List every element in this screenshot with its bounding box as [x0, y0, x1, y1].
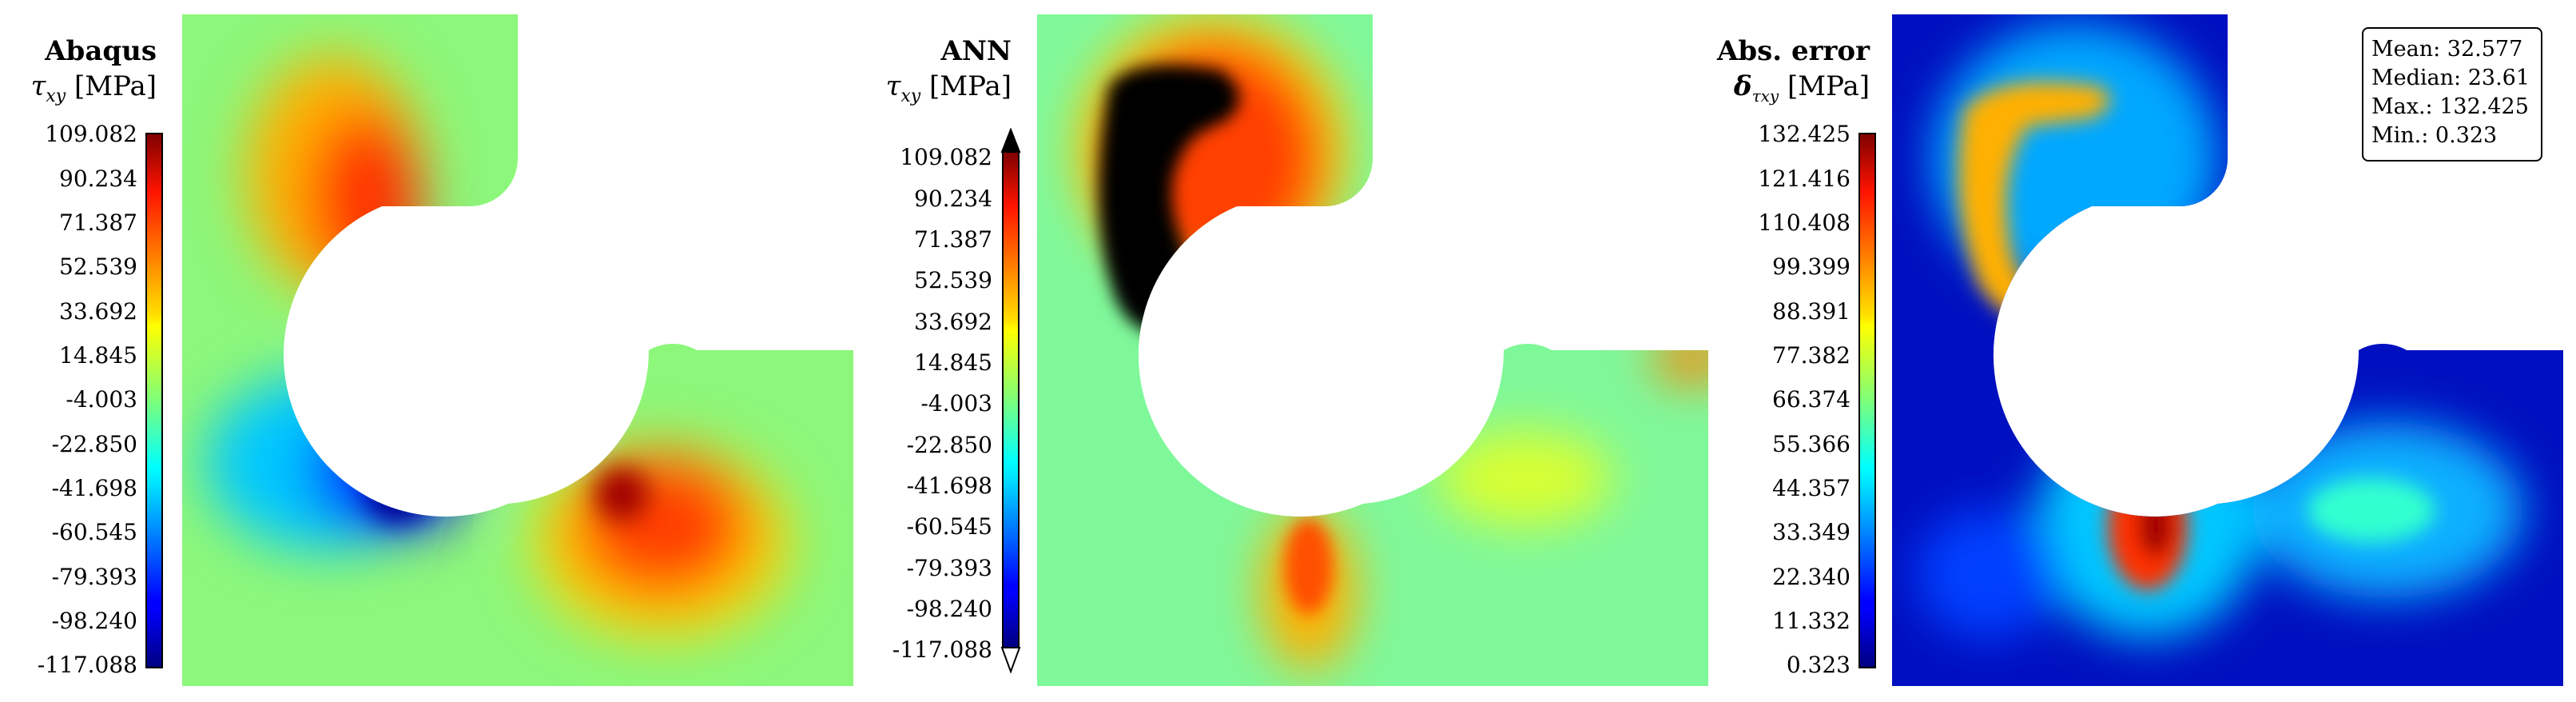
ann-title-block: ANN τxy [MPa]	[855, 34, 1012, 114]
colorbar-tick: 110.408	[1758, 209, 1851, 236]
colorbar-tick: -98.240	[51, 608, 137, 634]
delta-symbol: δ	[1733, 70, 1752, 102]
colorbar-tick: 33.692	[59, 298, 137, 325]
colorbar-tick: -41.698	[51, 475, 137, 501]
colorbar-tick: 33.692	[914, 309, 992, 335]
ann-stress-field	[1037, 14, 1708, 686]
colorbar-tick: 77.382	[1772, 342, 1851, 369]
panel-abs-error: Abs. error δτxy [MPa] 132.425 121.416 11…	[1713, 0, 2576, 702]
stat-max: Max.: 132.425	[2371, 94, 2529, 119]
colorbar-tick: -41.698	[906, 473, 992, 499]
colorbar-tick: 132.425	[1758, 121, 1851, 147]
abaqus-title-block: Abaqus τxy [MPa]	[0, 34, 157, 114]
abaqus-title: Abaqus	[45, 35, 157, 67]
colorbar-tick: -79.393	[51, 564, 137, 590]
colorbar-tick: 52.539	[59, 253, 137, 280]
colorbar-tick: 11.332	[1772, 608, 1851, 634]
colorbar-tick: 52.539	[914, 267, 992, 293]
abaqus-stress-field	[182, 14, 853, 686]
colorbar-tick: 22.340	[1772, 564, 1851, 590]
unit-label: [MPa]	[929, 70, 1012, 102]
colorbar-tick: -22.850	[51, 431, 137, 457]
colorbar-tick: -98.240	[906, 596, 992, 622]
colorbar-tick: 33.349	[1772, 519, 1851, 545]
tau-subscript: xy	[900, 86, 921, 106]
colorbar-tick: -79.393	[906, 555, 992, 581]
unit-label: [MPa]	[74, 70, 157, 102]
panel-ann: ANN τxy [MPa] 109.082 90.234 71.387 52.5…	[855, 0, 1718, 702]
err-colorbar	[1858, 133, 1876, 668]
colorbar-tick: -117.088	[892, 636, 992, 663]
colorbar-tick: 44.357	[1772, 475, 1851, 501]
colorbar-tick: 121.416	[1758, 166, 1851, 192]
colorbar-tick: 109.082	[900, 144, 992, 170]
colorbar-tick: 99.399	[1772, 253, 1851, 280]
err-title-block: Abs. error δτxy [MPa]	[1713, 34, 1870, 114]
colorbar-tick: -117.088	[37, 652, 137, 678]
unit-label: [MPa]	[1787, 70, 1870, 102]
colorbar-tick: -60.545	[906, 513, 992, 540]
tau-subscript: xy	[1760, 86, 1779, 106]
colorbar-tick: 71.387	[59, 209, 137, 236]
colorbar-tick: -4.003	[920, 390, 992, 417]
tau-subscript: xy	[46, 86, 66, 106]
tau-symbol: τ	[1751, 86, 1761, 106]
colorbar-tick: 14.845	[59, 342, 137, 369]
tau-symbol: τ	[885, 70, 901, 102]
colorbar-tick: 71.387	[914, 226, 992, 253]
colorbar-tick: 14.845	[914, 349, 992, 376]
colorbar-tick: 90.234	[59, 166, 137, 192]
err-title: Abs. error	[1716, 35, 1870, 67]
stat-median: Median: 23.61	[2371, 66, 2530, 90]
stat-mean: Mean: 32.577	[2371, 37, 2523, 62]
tau-symbol: τ	[30, 70, 46, 102]
error-statistics-box: Mean: 32.577 Median: 23.61 Max.: 132.425…	[2362, 27, 2542, 162]
colorbar-tick: 55.366	[1772, 431, 1851, 457]
panel-abaqus: Abaqus τxy [MPa] 109.082 90.234 71.387 5…	[0, 0, 863, 702]
ann-colorbar	[1000, 128, 1021, 673]
ann-title: ANN	[940, 35, 1012, 67]
colorbar-tick: 88.391	[1772, 298, 1851, 325]
colorbar-tick: -22.850	[906, 432, 992, 458]
colorbar-tick: 0.323	[1786, 652, 1851, 678]
colorbar-tick: 66.374	[1772, 386, 1851, 413]
colorbar-tick: 109.082	[45, 121, 137, 147]
stat-min: Min.: 0.323	[2371, 123, 2498, 148]
abaqus-colorbar	[145, 133, 163, 668]
colorbar-tick: 90.234	[914, 185, 992, 212]
colorbar-tick: -60.545	[51, 519, 137, 545]
colorbar-tick: -4.003	[66, 386, 137, 413]
